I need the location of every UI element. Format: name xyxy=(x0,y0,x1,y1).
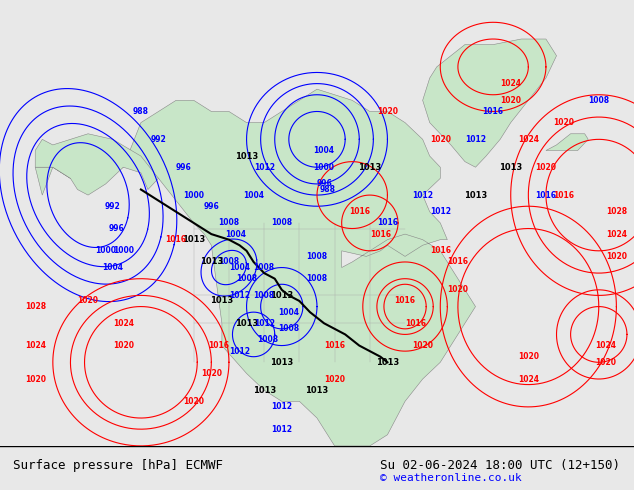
Text: 1020: 1020 xyxy=(183,397,204,406)
Text: 1028: 1028 xyxy=(606,207,627,216)
Text: 1013: 1013 xyxy=(464,191,487,199)
Text: 1020: 1020 xyxy=(201,369,222,378)
Text: 1016: 1016 xyxy=(536,191,557,199)
Text: 1008: 1008 xyxy=(278,324,299,333)
Text: 1000: 1000 xyxy=(314,163,335,172)
Text: 1008: 1008 xyxy=(257,336,278,344)
Text: 1020: 1020 xyxy=(113,341,134,350)
Text: 1016: 1016 xyxy=(370,230,391,239)
Text: 1004: 1004 xyxy=(278,308,299,317)
Polygon shape xyxy=(36,89,476,446)
Text: 1013: 1013 xyxy=(252,386,276,394)
Text: 1012: 1012 xyxy=(271,402,292,412)
Text: 1008: 1008 xyxy=(588,96,609,105)
Text: 1016: 1016 xyxy=(349,207,370,216)
Text: 1008: 1008 xyxy=(271,219,292,227)
Text: 1013: 1013 xyxy=(235,151,258,161)
Text: 1020: 1020 xyxy=(324,374,345,384)
Text: 1024: 1024 xyxy=(113,319,134,328)
Text: 1020: 1020 xyxy=(595,358,616,367)
Text: 1013: 1013 xyxy=(200,257,223,267)
Text: 1012: 1012 xyxy=(229,346,250,356)
Text: 1024: 1024 xyxy=(25,341,46,350)
Text: 1016: 1016 xyxy=(394,296,415,305)
Text: 1012: 1012 xyxy=(229,291,250,300)
Text: 1024: 1024 xyxy=(500,79,521,88)
Text: 1020: 1020 xyxy=(553,118,574,127)
Text: 996: 996 xyxy=(316,179,332,189)
Text: 996: 996 xyxy=(108,224,124,233)
Text: 1013: 1013 xyxy=(376,358,399,367)
Text: 1004: 1004 xyxy=(243,191,264,199)
Text: 1024: 1024 xyxy=(518,135,539,144)
Text: 1008: 1008 xyxy=(236,274,257,283)
Text: © weatheronline.co.uk: © weatheronline.co.uk xyxy=(380,473,522,483)
Text: 1000: 1000 xyxy=(95,246,116,255)
Text: 1020: 1020 xyxy=(536,163,557,172)
Polygon shape xyxy=(546,134,588,150)
Text: 1016: 1016 xyxy=(430,246,451,255)
Text: 1000: 1000 xyxy=(113,246,134,255)
Text: 1016: 1016 xyxy=(553,191,574,199)
Text: 1012: 1012 xyxy=(254,319,275,328)
Text: 1013: 1013 xyxy=(270,358,294,367)
Text: 1020: 1020 xyxy=(377,107,398,116)
Text: Su 02-06-2024 18:00 UTC (12+150): Su 02-06-2024 18:00 UTC (12+150) xyxy=(380,459,621,472)
Text: 1024: 1024 xyxy=(518,374,539,384)
Text: 1012: 1012 xyxy=(254,163,275,172)
Text: 1028: 1028 xyxy=(25,302,46,311)
Text: 1012: 1012 xyxy=(271,425,292,434)
Text: 1016: 1016 xyxy=(208,341,229,350)
Text: 1013: 1013 xyxy=(182,235,205,244)
Text: 1004: 1004 xyxy=(314,146,335,155)
Text: 1016: 1016 xyxy=(324,341,345,350)
Text: 1020: 1020 xyxy=(448,285,469,294)
Text: 1016: 1016 xyxy=(165,235,186,244)
Text: 1020: 1020 xyxy=(412,341,433,350)
Polygon shape xyxy=(36,134,158,195)
Text: 1004: 1004 xyxy=(226,230,247,239)
Text: 1024: 1024 xyxy=(606,230,627,239)
Text: 996: 996 xyxy=(204,202,219,211)
Text: 1013: 1013 xyxy=(358,163,382,172)
Text: 1020: 1020 xyxy=(77,296,98,305)
Text: 992: 992 xyxy=(105,202,120,211)
Text: 1013: 1013 xyxy=(306,386,328,394)
Polygon shape xyxy=(423,39,557,167)
Text: 1004: 1004 xyxy=(102,263,123,272)
Text: 992: 992 xyxy=(151,135,166,144)
Text: 1008: 1008 xyxy=(306,274,328,283)
Text: 1012: 1012 xyxy=(465,135,486,144)
Text: 1016: 1016 xyxy=(377,219,398,227)
Text: 1020: 1020 xyxy=(500,96,521,105)
Text: 996: 996 xyxy=(175,163,191,172)
Text: 1012: 1012 xyxy=(412,191,433,199)
Text: 1016: 1016 xyxy=(405,319,426,328)
Text: 1004: 1004 xyxy=(229,263,250,272)
Text: 1016: 1016 xyxy=(448,257,469,267)
Text: 1013: 1013 xyxy=(270,291,294,300)
Text: 1024: 1024 xyxy=(595,341,616,350)
Text: 1008: 1008 xyxy=(218,219,240,227)
Text: 1020: 1020 xyxy=(25,374,46,384)
Text: 1020: 1020 xyxy=(606,252,627,261)
Text: 1020: 1020 xyxy=(430,135,451,144)
Text: 1013: 1013 xyxy=(210,296,233,305)
Text: 988: 988 xyxy=(320,185,335,194)
Text: 1008: 1008 xyxy=(254,291,275,300)
Text: 1008: 1008 xyxy=(254,263,275,272)
Text: 1016: 1016 xyxy=(482,107,503,116)
Text: 1012: 1012 xyxy=(430,207,451,216)
Text: 1013: 1013 xyxy=(235,319,258,328)
Text: Surface pressure [hPa] ECMWF: Surface pressure [hPa] ECMWF xyxy=(13,459,223,472)
Text: 1008: 1008 xyxy=(218,257,240,267)
Text: 988: 988 xyxy=(133,107,149,116)
Text: 1020: 1020 xyxy=(518,352,539,361)
Text: 1008: 1008 xyxy=(306,252,328,261)
Text: 1013: 1013 xyxy=(499,163,522,172)
Text: 1000: 1000 xyxy=(183,191,204,199)
